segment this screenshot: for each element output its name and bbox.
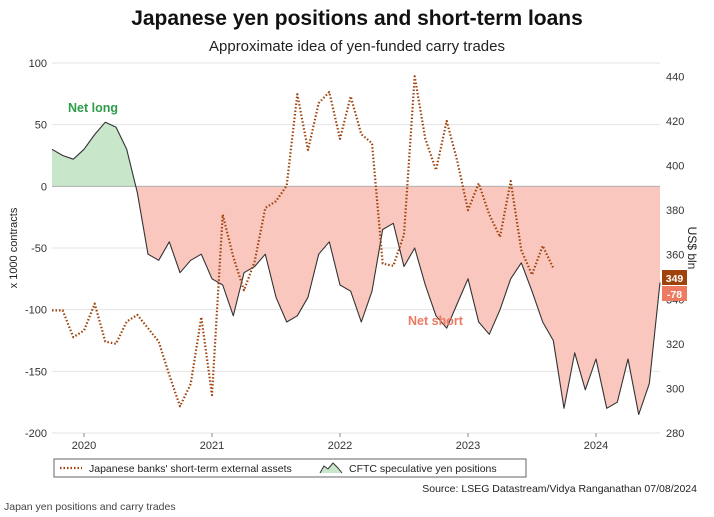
right-tick-label: 420 [666, 116, 684, 128]
net-short-annotation: Net short [408, 314, 464, 328]
right-tick-label: 280 [666, 428, 684, 440]
series-lines [51, 75, 661, 416]
x-tick-label: 2020 [72, 440, 96, 452]
assets-end-value: 349 [666, 273, 684, 285]
right-tick-label: 380 [666, 205, 684, 217]
left-tick-label: -200 [25, 428, 47, 440]
right-tick-label: 320 [666, 339, 684, 351]
x-tick-label: 2021 [200, 440, 224, 452]
right-tick-label: 440 [666, 71, 684, 83]
legend: Japanese banks' short-term external asse… [53, 458, 527, 478]
chart-subtitle: Approximate idea of yen-funded carry tra… [209, 38, 505, 55]
end-label-positions: -78 [662, 286, 687, 301]
net-short-fill [135, 186, 660, 415]
positions-line [51, 121, 661, 416]
legend-box [53, 458, 527, 478]
left-tick-label: 50 [35, 120, 47, 132]
right-tick-label: 360 [666, 250, 684, 262]
left-tick-label: 0 [41, 181, 47, 193]
source-note: Source: LSEG Datastream/Vidya Ranganatha… [422, 483, 697, 495]
x-tick-label: 2022 [328, 440, 352, 452]
right-axis-label: US$ bln [685, 227, 699, 270]
caption: Japan yen positions and carry trades [4, 501, 176, 513]
end-label-assets: 349 [662, 270, 687, 285]
legend-swatch-positions [320, 463, 342, 473]
legend-swatch-positions-line [319, 462, 343, 474]
net-long-fill [52, 122, 660, 187]
right-tick-label: 400 [666, 161, 684, 173]
left-axis-label: x 1000 contracts [8, 207, 20, 288]
legend-label-positions: CFTC speculative yen positions [349, 463, 497, 475]
right-tick-label: 300 [666, 383, 684, 395]
assets-line [52, 75, 555, 408]
left-tick-label: 100 [29, 58, 47, 70]
net-long-annotation: Net long [68, 101, 118, 115]
positions-area [52, 122, 660, 415]
x-tick-label: 2023 [456, 440, 480, 452]
left-tick-label: -150 [25, 366, 47, 378]
left-tick-label: -100 [25, 305, 47, 317]
chart-title: Japanese yen positions and short-term lo… [131, 7, 583, 30]
left-tick-label: -50 [31, 243, 47, 255]
positions-end-value: -78 [667, 289, 682, 301]
x-tick-label: 2024 [584, 440, 608, 452]
axis-ticks: 100500-50-100-150-2004404204003803603403… [25, 58, 684, 452]
legend-label-assets: Japanese banks' short-term external asse… [89, 463, 292, 475]
